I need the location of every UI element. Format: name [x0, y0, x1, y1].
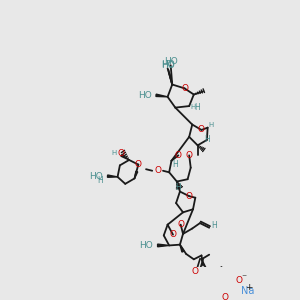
- Text: O: O: [186, 192, 193, 201]
- Polygon shape: [156, 94, 168, 97]
- Text: O: O: [181, 84, 188, 93]
- Text: O: O: [118, 148, 125, 158]
- Text: HO: HO: [138, 91, 152, 100]
- Text: H: H: [176, 183, 181, 192]
- Text: H: H: [112, 150, 117, 156]
- Text: H: H: [190, 104, 195, 110]
- Polygon shape: [180, 245, 184, 252]
- Text: H: H: [204, 136, 210, 145]
- Text: O: O: [186, 151, 193, 160]
- Text: HO: HO: [89, 172, 103, 181]
- Text: H: H: [97, 176, 103, 185]
- Polygon shape: [107, 175, 118, 177]
- Text: H: H: [211, 221, 217, 230]
- Text: HO: HO: [161, 61, 175, 70]
- Text: ⁻: ⁻: [241, 274, 246, 284]
- Polygon shape: [121, 154, 129, 160]
- Text: O: O: [191, 267, 198, 276]
- Text: O: O: [177, 220, 184, 229]
- Text: H: H: [172, 160, 178, 169]
- Text: HO: HO: [139, 241, 153, 250]
- Text: +: +: [245, 283, 252, 292]
- Text: HO: HO: [164, 57, 178, 66]
- Text: O: O: [169, 230, 176, 239]
- Text: O: O: [135, 160, 142, 169]
- Polygon shape: [134, 171, 138, 178]
- Text: HO: HO: [161, 60, 175, 69]
- Polygon shape: [158, 244, 169, 247]
- Text: H: H: [194, 103, 200, 112]
- Text: O: O: [236, 276, 243, 285]
- Text: O: O: [221, 292, 228, 300]
- Text: Na: Na: [241, 286, 254, 296]
- Text: H: H: [208, 122, 214, 128]
- Text: O: O: [175, 151, 182, 160]
- Text: O: O: [154, 166, 161, 175]
- Text: O: O: [198, 125, 205, 134]
